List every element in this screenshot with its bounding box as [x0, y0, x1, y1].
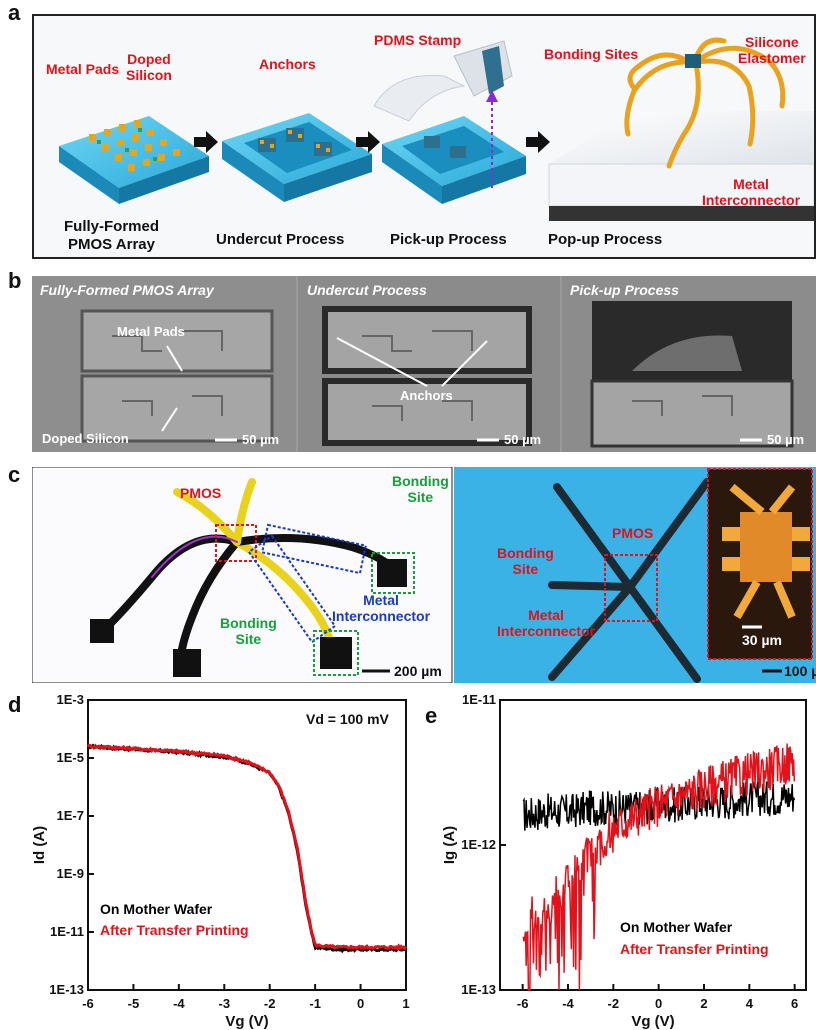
panel-a-illustration — [59, 37, 815, 221]
label-pdms-stamp: PDMS Stamp — [374, 32, 462, 48]
label-metal-pads-a: Metal Pads — [46, 61, 120, 77]
scale-label-b3: 50 µm — [767, 432, 805, 447]
x-tick-label: -6 — [517, 996, 529, 1011]
interconnector-box-1 — [260, 523, 368, 575]
scale-label-c-right: 100 µm — [784, 663, 816, 679]
legend-entry-1: After Transfer Printing — [620, 941, 769, 957]
plot-frame — [87, 699, 407, 991]
label-bonding-sites: Bonding Sites — [544, 46, 639, 62]
legend-entry-0: On Mother Wafer — [100, 901, 213, 917]
x-tick-label: -3 — [219, 996, 231, 1011]
series-line-0 — [522, 781, 796, 831]
label-doped-silicon-b: Doped Silicon — [42, 431, 129, 446]
x-tick-label: -2 — [264, 996, 276, 1011]
y-tick-label: 1E-11 — [462, 692, 496, 707]
caption-popup: Pop-up Process — [548, 231, 663, 248]
undercut-block — [222, 113, 372, 202]
panel-label-a: a — [8, 0, 21, 25]
x-tick-label: -2 — [608, 996, 620, 1011]
sem-title-pickup: Pick-up Process — [570, 282, 679, 298]
panel-a: Metal Pads Doped Silicon Anchors PDMS St… — [32, 14, 816, 259]
y-tick-label: 1E-9 — [57, 866, 84, 881]
scale-label-b1: 50 µm — [242, 432, 280, 447]
x-tick-label: 1 — [402, 996, 409, 1011]
interconnector-box-2 — [247, 534, 337, 644]
process-arrow-1 — [194, 131, 218, 153]
panel-label-e: e — [425, 703, 438, 728]
process-arrow-3 — [526, 131, 550, 153]
panel-b-sem-images — [32, 276, 816, 452]
y-axis-label: Id (A) — [31, 826, 48, 864]
x-tick-label: -5 — [128, 996, 140, 1011]
panel-label-d: d — [8, 692, 22, 717]
panel-c: PMOS Bonding Site Metal Interconnector B… — [32, 467, 816, 683]
x-tick-label: 2 — [700, 996, 707, 1011]
legend-entry-1: After Transfer Printing — [100, 922, 249, 938]
panel-label-b: b — [8, 268, 22, 293]
panel-b: Fully-Formed PMOS Array Undercut Process… — [32, 276, 816, 452]
panel-c-images — [32, 467, 816, 683]
scale-label-inset: 30 µm — [742, 632, 782, 648]
label-metal-interconnector-c: Metal Interconnector — [332, 592, 431, 624]
legend-entry-0: On Mother Wafer — [620, 919, 733, 935]
pickup-block — [373, 40, 526, 204]
label-anchors-b: Anchors — [400, 388, 453, 403]
x-tick-label: -1 — [309, 996, 321, 1011]
sem-arrows — [161, 337, 488, 432]
x-tick-label: 6 — [791, 996, 798, 1011]
y-tick-label: 1E-11 — [50, 924, 84, 939]
y-axis-label: Ig (A) — [441, 826, 458, 864]
label-bonding-site-top: Bonding Site — [392, 473, 449, 505]
label-metal-interconnector-right: Metal Interconnector — [497, 607, 596, 639]
sem-image-pickup — [562, 276, 816, 452]
pmos-box-left — [215, 524, 257, 562]
y-tick-label: 1E-12 — [461, 837, 496, 852]
series-line-1 — [522, 743, 796, 991]
y-tick-label: 1E-7 — [57, 808, 84, 823]
sem-title-undercut: Undercut Process — [307, 282, 427, 298]
y-tick-label: 1E-13 — [461, 982, 496, 997]
sem-image-fully-formed — [32, 276, 296, 452]
panel-label-c: c — [8, 462, 21, 487]
blue-microscope-image — [454, 467, 816, 683]
x-tick-label: 4 — [746, 996, 754, 1011]
caption-undercut: Undercut Process — [216, 231, 345, 248]
y-tick-label: 1E-5 — [57, 750, 84, 765]
x-axis-label: Vg (V) — [225, 1013, 268, 1030]
bonding-box-bottom — [313, 630, 359, 676]
label-pmos-left: PMOS — [180, 485, 222, 501]
label-silicone-elastomer: Silicone Elastomer — [738, 34, 806, 66]
x-axis-label: Vg (V) — [631, 1013, 674, 1030]
x-tick-label: 0 — [357, 996, 364, 1011]
label-metal-pads-b: Metal Pads — [117, 324, 185, 339]
label-metal-interconnector-a: Metal Interconnector — [702, 176, 801, 208]
y-tick-label: 1E-3 — [57, 692, 84, 707]
sem-title-fully-formed: Fully-Formed PMOS Array — [40, 282, 214, 298]
series-line-0 — [87, 743, 407, 954]
process-arrow-2 — [356, 131, 380, 153]
annotation-label: Vd = 100 mV — [306, 711, 390, 727]
chart-d: -6 -5 -4 -3 -2 -1 0 1 1E-13 1E-11 1E-9 1E-7 1E-5 1E-3… — [31, 692, 410, 1030]
label-anchors-a: Anchors — [259, 56, 316, 72]
label-doped-silicon-a: Doped Silicon — [126, 51, 172, 83]
popup-block — [548, 37, 815, 221]
x-tick-label: -6 — [82, 996, 94, 1011]
y-tick-label: 1E-13 — [49, 982, 84, 997]
caption-fully-formed: Fully-Formed PMOS Array — [64, 218, 160, 253]
label-pmos-right: PMOS — [612, 525, 654, 541]
x-tick-label: -4 — [173, 996, 185, 1011]
series-line-1 — [86, 743, 408, 951]
label-bonding-site-right: Bonding Site — [497, 545, 554, 577]
bonding-pads-left — [90, 559, 407, 677]
chart-e: -6 -4 -2 0 2 4 6 1E-13 1E-12 1E-11 Vg (V) Ig (A) On … — [441, 692, 807, 1030]
label-bonding-site-bottom: Bonding Site — [220, 615, 277, 647]
x-tick-label: 0 — [655, 996, 662, 1011]
scale-label-c-left: 200 µm — [394, 663, 442, 679]
sem-image-undercut — [298, 276, 560, 452]
x-tick-label: -4 — [562, 996, 574, 1011]
pmos-array-block — [59, 116, 209, 204]
caption-pickup: Pick-up Process — [390, 231, 507, 248]
bonding-box-top — [371, 552, 415, 594]
scale-label-b2: 50 µm — [504, 432, 542, 447]
